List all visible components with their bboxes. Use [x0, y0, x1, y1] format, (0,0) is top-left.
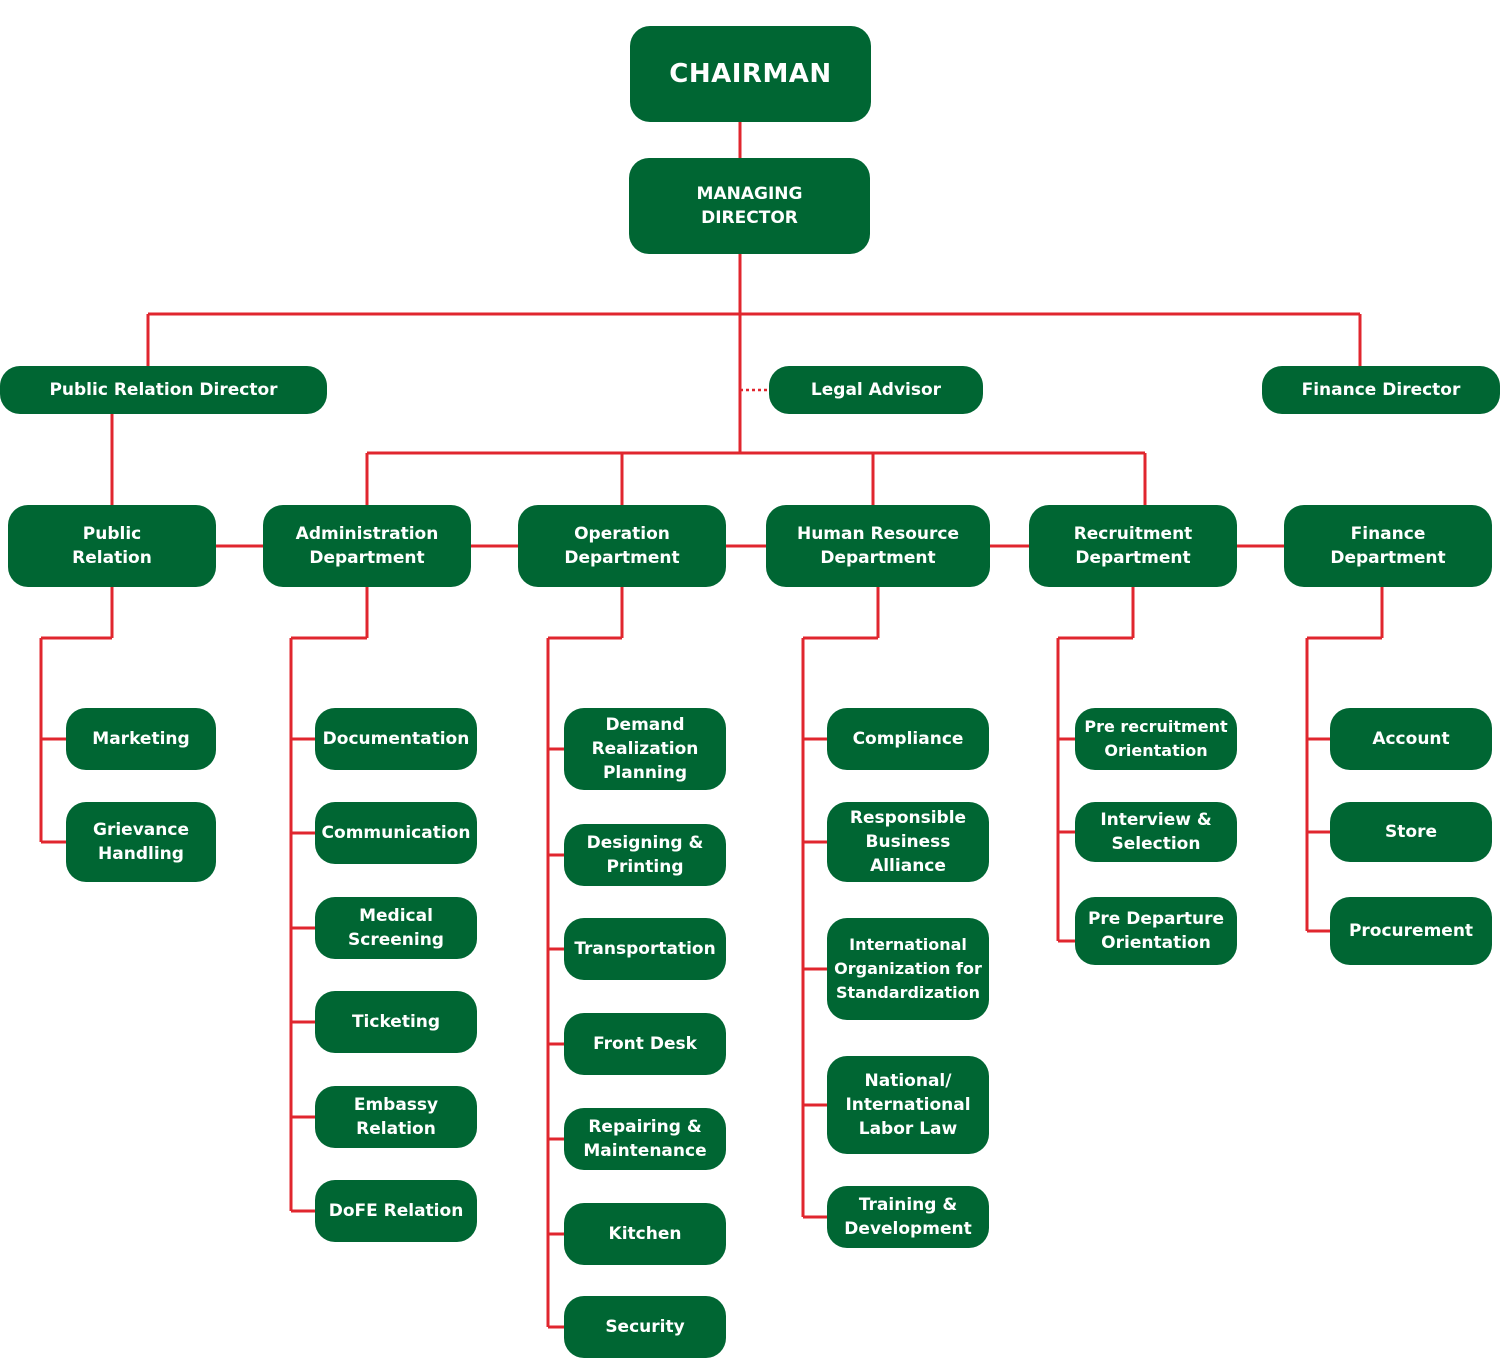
unit-box-front-desk: Front Desk [564, 1013, 726, 1075]
unit-box-store: Store [1330, 802, 1492, 862]
unit-box-demand-realization-planning: Demand Realization Planning [564, 708, 726, 790]
unit-box-medical-screening: Medical Screening [315, 897, 477, 959]
department-box-human-resource: Human Resource Department [766, 505, 990, 587]
unit-box-dofe-relation: DoFE Relation [315, 1180, 477, 1242]
unit-box-marketing: Marketing [66, 708, 216, 770]
managing-director-box: MANAGING DIRECTOR [629, 158, 870, 254]
unit-box-responsible-business-alliance: Responsible Business Alliance [827, 802, 989, 882]
department-box-recruitment: Recruitment Department [1029, 505, 1237, 587]
unit-box-procurement: Procurement [1330, 897, 1492, 965]
finance-director-box: Finance Director [1262, 366, 1500, 414]
department-box-public-relation: Public Relation [8, 505, 216, 587]
unit-box-pre-departure-orientation: Pre Departure Orientation [1075, 897, 1237, 965]
unit-box-embassy-relation: Embassy Relation [315, 1086, 477, 1148]
unit-box-security: Security [564, 1296, 726, 1358]
unit-box-ticketing: Ticketing [315, 991, 477, 1053]
unit-box-international-organization-for-standardization: International Organization for Standardi… [827, 918, 989, 1020]
unit-box-designing-printing: Designing & Printing [564, 824, 726, 886]
department-box-administration: Administration Department [263, 505, 471, 587]
department-box-operation: Operation Department [518, 505, 726, 587]
unit-box-kitchen: Kitchen [564, 1203, 726, 1265]
public-relation-director-box: Public Relation Director [0, 366, 327, 414]
unit-box-national-international-labor-law: National/ International Labor Law [827, 1056, 989, 1154]
unit-box-training-development: Training & Development [827, 1186, 989, 1248]
chairman-box: CHAIRMAN [630, 26, 871, 122]
unit-box-transportation: Transportation [564, 918, 726, 980]
unit-box-pre-recruitment-orientation: Pre recruitment Orientation [1075, 708, 1237, 770]
unit-box-documentation: Documentation [315, 708, 477, 770]
unit-box-communication: Communication [315, 802, 477, 864]
unit-box-grievance-handling: Grievance Handling [66, 802, 216, 882]
unit-box-interview-selection: Interview & Selection [1075, 802, 1237, 862]
legal-advisor-box: Legal Advisor [769, 366, 983, 414]
department-box-finance: Finance Department [1284, 505, 1492, 587]
unit-box-account: Account [1330, 708, 1492, 770]
unit-box-repairing-maintenance: Repairing & Maintenance [564, 1108, 726, 1170]
unit-box-compliance: Compliance [827, 708, 989, 770]
